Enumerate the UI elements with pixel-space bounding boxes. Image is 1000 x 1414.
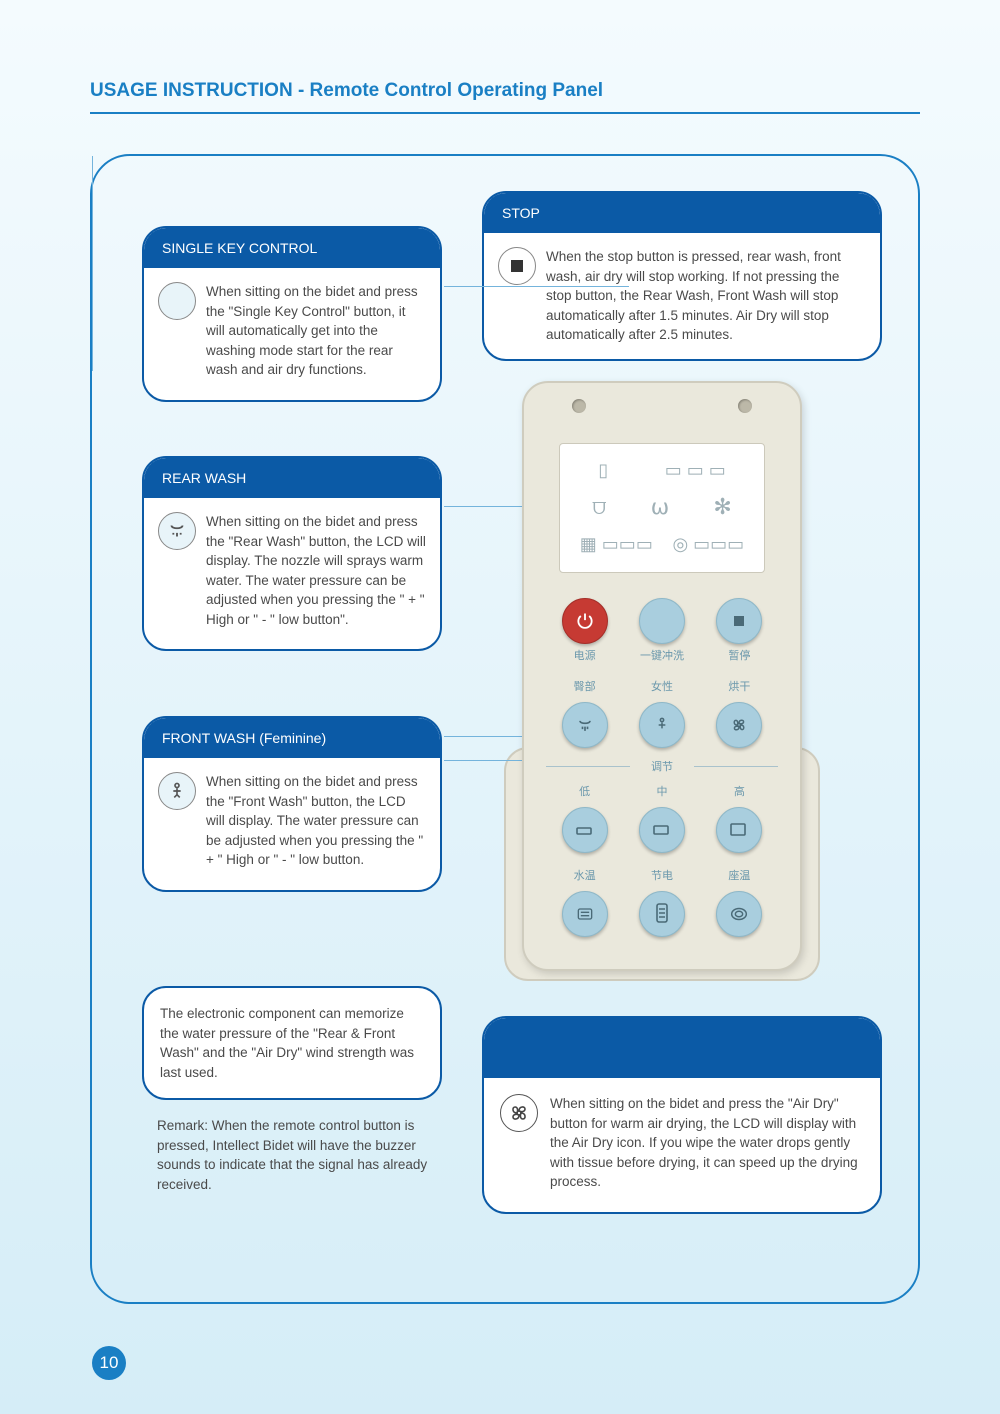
callout-front-wash: FRONT WASH (Feminine) When sitting on th… [142,716,442,892]
callout-air-dry: When sitting on the bidet and press the … [482,1016,882,1214]
title-rule [90,112,920,114]
remark-text: Remark: When the remote control button i… [157,1116,457,1194]
level-high-button[interactable] [716,807,762,853]
callout-text: When sitting on the bidet and press the … [206,512,426,629]
remote-button-grid: 电源 一键冲洗 暂停 臀部 [546,598,778,937]
eco-icon: ▯ [598,460,608,481]
memory-note: The electronic component can memorize th… [142,986,442,1100]
eco-button[interactable] [639,891,685,937]
button-label: 节电 [623,867,700,883]
front-wash-icon [158,772,196,810]
page-title: USAGE INSTRUCTION - Remote Control Opera… [90,80,920,102]
air-dry-button[interactable] [716,702,762,748]
callout-text: When the stop button is pressed, rear wa… [546,247,866,345]
callout-rear-wash: REAR WASH When sitting on the bidet and … [142,456,442,651]
remote-lcd: ▯ ▭ ▭ ▭ ⩌ ⍵ ✻ ▦ ▭▭▭ ◎ ▭▭▭ [559,443,765,573]
callout-header: FRONT WASH (Feminine) [144,718,440,758]
front-wash-icon: ⍵ [651,494,669,520]
remote-control: ▯ ▭ ▭ ▭ ⩌ ⍵ ✻ ▦ ▭▭▭ ◎ ▭▭▭ [522,381,802,971]
button-label: 座温 [701,867,778,883]
power-button[interactable] [562,598,608,644]
fan-icon [500,1094,538,1132]
button-label: 女性 [623,678,700,694]
adjust-section-label: 调节 [546,758,778,774]
single-key-button[interactable] [639,598,685,644]
callout-text: When sitting on the bidet and press the … [206,772,426,870]
callout-stop: STOP When the stop button is pressed, re… [482,191,882,361]
rear-wash-icon: ⩌ [592,494,606,520]
callout-header [484,1018,880,1078]
callout-single-key: SINGLE KEY CONTROL When sitting on the b… [142,226,442,402]
level-low-button[interactable] [562,807,608,853]
button-label: 低 [546,783,623,799]
water-temp-icon: ▦ ▭▭▭ [580,534,653,555]
rear-wash-button[interactable] [562,702,608,748]
leader-line [92,156,93,371]
seat-temp-icon: ◎ ▭▭▭ [672,534,744,555]
lcd-row: ⩌ ⍵ ✻ [570,489,754,526]
screw-icon [572,399,586,413]
water-temp-button[interactable] [562,891,608,937]
button-label: 一键冲洗 [623,647,700,663]
fan-icon: ✻ [713,494,731,520]
rear-wash-icon [158,512,196,550]
level-mid-button[interactable] [639,807,685,853]
callout-text: When sitting on the bidet and press the … [206,282,426,380]
seat-temp-button[interactable] [716,891,762,937]
screw-icon [738,399,752,413]
button-label: 水温 [546,867,623,883]
lcd-row: ▦ ▭▭▭ ◎ ▭▭▭ [570,526,754,563]
callout-header: STOP [484,193,880,233]
page-number: 10 [92,1346,126,1380]
level-icon: ▭ ▭ ▭ [665,460,726,481]
callout-header: SINGLE KEY CONTROL [144,228,440,268]
blank-icon [158,282,196,320]
button-label: 中 [623,783,700,799]
button-label: 暂停 [701,647,778,663]
content-frame: SINGLE KEY CONTROL When sitting on the b… [90,154,920,1304]
button-label: 高 [701,783,778,799]
button-label: 电源 [546,647,623,663]
callout-text: When sitting on the bidet and press the … [550,1094,864,1192]
button-label: 臀部 [546,678,623,694]
stop-button[interactable] [716,598,762,644]
button-label: 烘干 [701,678,778,694]
lcd-row: ▯ ▭ ▭ ▭ [570,452,754,489]
leader-line [444,286,629,287]
stop-icon [498,247,536,285]
callout-header: REAR WASH [144,458,440,498]
front-wash-button[interactable] [639,702,685,748]
